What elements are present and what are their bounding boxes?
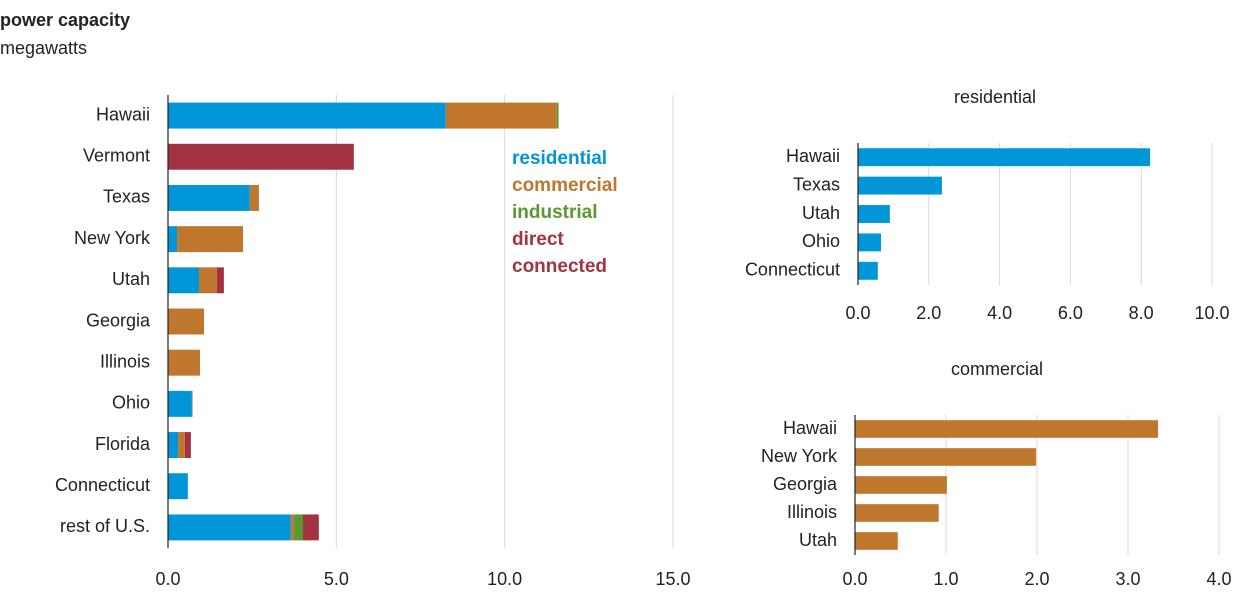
legend-entry: residential <box>512 148 608 169</box>
bar-segment <box>249 184 259 211</box>
bar-segment <box>168 473 188 500</box>
bar-segment <box>445 102 557 129</box>
bar-segment <box>216 267 224 294</box>
y-tick-label: New York <box>761 446 838 466</box>
x-tick-label: 10.0 <box>1194 303 1229 323</box>
bar-segment <box>168 184 250 211</box>
bar-segment <box>178 432 185 459</box>
bar <box>855 476 947 494</box>
y-tick-label: Utah <box>802 203 840 223</box>
chart-title: residential <box>954 87 1036 107</box>
bar-segment <box>168 308 205 335</box>
x-tick-label: 10.0 <box>487 569 522 589</box>
legend: residential commercial industrial direct co… <box>512 145 644 280</box>
legend-entry: direct connected <box>512 229 608 277</box>
y-tick-label: Florida <box>95 434 151 454</box>
y-tick-label: Ohio <box>802 231 840 251</box>
x-tick-label: 5.0 <box>324 569 349 589</box>
bar-segment <box>177 226 244 253</box>
bar-segment <box>293 514 304 541</box>
y-tick-label: Connecticut <box>55 475 150 495</box>
bar-segment <box>303 514 319 541</box>
y-tick-label: Hawaii <box>783 418 837 438</box>
y-tick-label: Texas <box>103 187 150 207</box>
bar <box>858 261 878 280</box>
x-tick-label: 8.0 <box>1129 303 1154 323</box>
y-tick-label: Hawaii <box>786 146 840 166</box>
y-tick-label: Illinois <box>100 351 150 371</box>
legend-entry: commercial <box>512 175 618 196</box>
x-tick-label: 3.0 <box>1115 569 1140 589</box>
x-tick-label: 2.0 <box>916 303 941 323</box>
y-tick-label: Utah <box>112 269 150 289</box>
y-tick-label: New York <box>74 228 151 248</box>
bar <box>855 504 939 522</box>
bar <box>858 176 942 195</box>
bar <box>855 448 1037 466</box>
bar-segment <box>556 102 559 129</box>
bar-segment <box>184 432 191 459</box>
chart-title: commercial <box>951 359 1043 379</box>
legend-entry: industrial <box>512 202 598 223</box>
bar-segment <box>191 390 193 417</box>
y-tick-label: Hawaii <box>96 104 150 124</box>
x-tick-label: 4.0 <box>987 303 1012 323</box>
y-tick-label: Connecticut <box>745 260 840 280</box>
bar <box>858 205 890 223</box>
bar <box>855 420 1159 438</box>
y-tick-label: Georgia <box>86 310 151 330</box>
y-tick-label: Texas <box>793 174 840 194</box>
bar-segment <box>168 226 178 253</box>
bar-segment <box>198 267 217 294</box>
bar <box>858 233 882 252</box>
x-tick-label: 6.0 <box>1058 303 1083 323</box>
y-tick-label: rest of U.S. <box>60 516 150 536</box>
bar-segment <box>168 390 192 417</box>
y-tick-label: Ohio <box>112 393 150 413</box>
page-subtitle: megawatts <box>0 38 88 58</box>
x-tick-label: 0.0 <box>845 303 870 323</box>
bar-segment <box>168 102 446 129</box>
bar-segment <box>168 432 179 459</box>
page-title: power capacity <box>0 10 131 30</box>
y-tick-label: Vermont <box>83 146 150 166</box>
bar <box>855 532 898 550</box>
bar-segment <box>168 514 291 541</box>
bar-segment <box>290 514 294 541</box>
x-tick-label: 4.0 <box>1206 569 1231 589</box>
bar <box>858 148 1151 167</box>
bar-segment <box>168 267 199 294</box>
y-tick-label: Illinois <box>787 502 837 522</box>
x-tick-label: 0.0 <box>842 569 867 589</box>
x-tick-label: 2.0 <box>1024 569 1049 589</box>
x-tick-label: 0.0 <box>155 569 180 589</box>
x-tick-label: 1.0 <box>933 569 958 589</box>
x-tick-label: 15.0 <box>655 569 690 589</box>
y-tick-label: Utah <box>799 530 837 550</box>
bar-segment <box>168 143 354 170</box>
bar-segment <box>168 349 200 376</box>
y-tick-label: Georgia <box>773 474 838 494</box>
